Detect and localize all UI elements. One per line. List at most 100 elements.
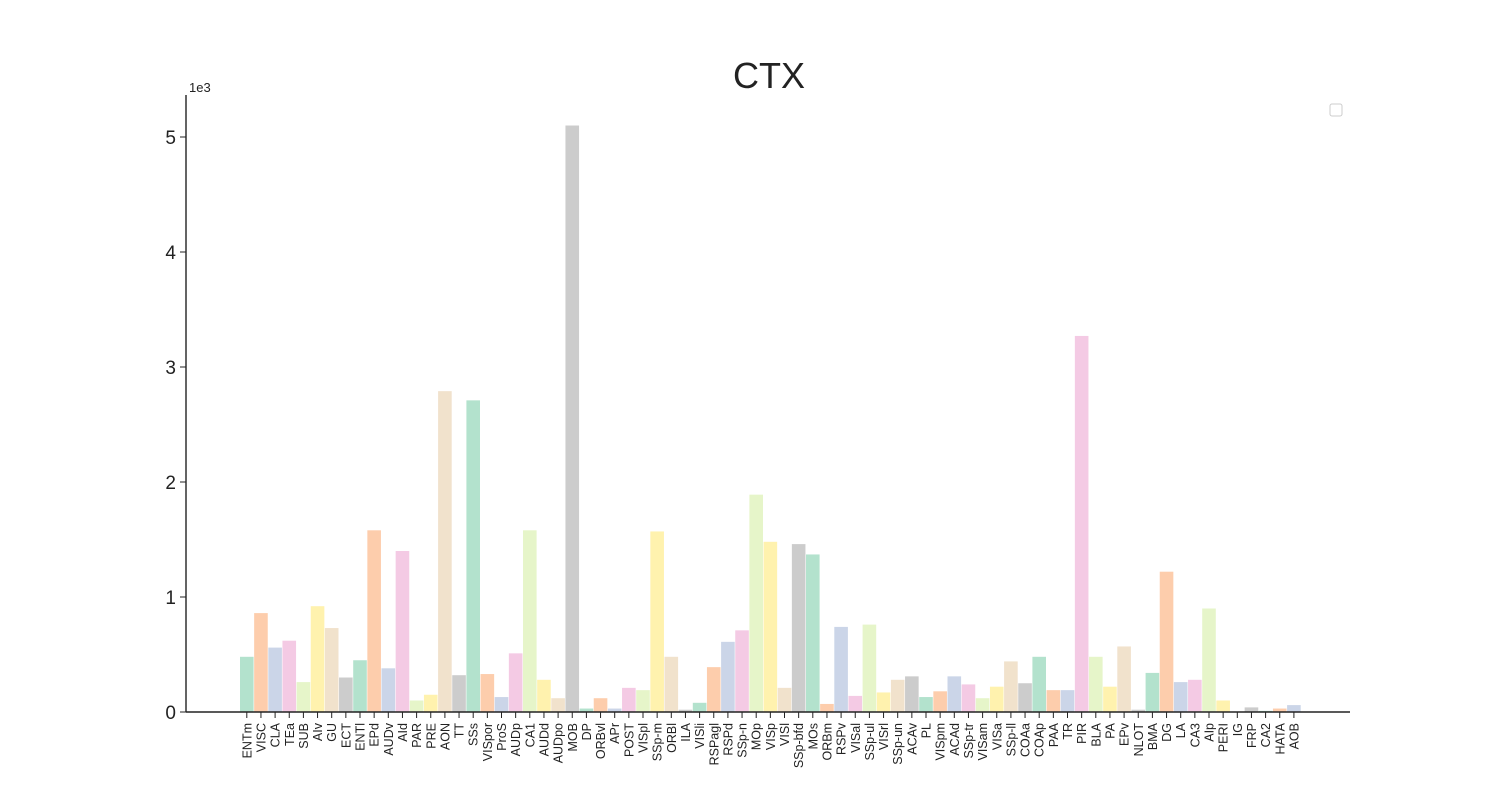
bar-APr: [607, 708, 622, 712]
x-tick-label: SSp-un: [891, 723, 905, 765]
x-tick-label: VISC: [254, 723, 268, 752]
y-tick-label: 1: [165, 588, 176, 609]
x-tick-label: ACAd: [948, 723, 962, 756]
bar-AON: [438, 391, 452, 712]
bar-VISal: [848, 695, 863, 712]
x-tick-label: GU: [325, 723, 339, 742]
x-tick-label: MOs: [806, 723, 820, 749]
x-tick-label: TT: [453, 723, 467, 739]
x-tick-label: SSs: [467, 723, 481, 746]
bar-CA3: [1188, 679, 1202, 712]
bar-SUB: [296, 682, 311, 712]
bar-EPd: [367, 530, 381, 712]
x-tick-label: AUDv: [382, 722, 396, 755]
x-tick-label: NLOT: [1132, 723, 1146, 757]
bar-RSPv: [834, 626, 848, 712]
bar-MOs: [806, 554, 820, 712]
x-tick-label: IG: [1231, 723, 1245, 736]
bar-ORBl: [664, 656, 679, 712]
x-tick-label: AOB: [1287, 723, 1301, 749]
x-tick-label: VISa: [990, 723, 1004, 750]
x-tick-label: CA3: [1188, 723, 1202, 747]
bar-AUDd: [537, 679, 551, 712]
x-tick-label: COAa: [1019, 723, 1033, 757]
x-tick-label: TR: [1061, 723, 1075, 740]
x-tick-label: EPd: [368, 723, 382, 747]
bar-BLA: [1089, 656, 1103, 712]
x-tick-label: ProS: [495, 723, 509, 751]
x-tick-label: BLA: [1089, 722, 1103, 746]
x-tick-label: HATA: [1273, 722, 1287, 754]
x-tick-label: ENTm: [240, 723, 254, 758]
x-tick-label: ILA: [679, 722, 693, 741]
x-tick-label: CA1: [523, 723, 537, 747]
bar-ACAv: [905, 676, 919, 712]
x-tick-label: FRP: [1245, 723, 1259, 748]
x-tick-label: PRE: [424, 723, 438, 749]
bar-SSp-n: [735, 630, 749, 712]
y-tick-label: 5: [165, 128, 176, 149]
x-tick-label: VISli: [693, 723, 707, 749]
x-tick-label: SSp-bfd: [792, 723, 806, 768]
x-tick-label: ENTl: [354, 723, 368, 751]
x-tick-label: MOB: [566, 723, 580, 751]
bar-PA: [1103, 686, 1117, 712]
x-tick-label: VISpm: [934, 723, 948, 761]
x-tick-label: DG: [1160, 723, 1174, 742]
bar-VISli: [692, 702, 707, 712]
bar-VISp: [763, 541, 778, 712]
x-tick-label: SSp-m: [651, 723, 665, 761]
x-tick-label: BMA: [1146, 722, 1160, 750]
bar-SSs: [466, 400, 480, 712]
x-tick-label: TEa: [283, 723, 297, 746]
x-tick-label: VISl: [778, 723, 792, 746]
x-tick-label: RSPv: [835, 722, 849, 755]
x-tick-label: SSp-ul: [863, 723, 877, 761]
bar-ENTl: [353, 660, 367, 712]
bar-SSp-bfd: [791, 544, 806, 712]
bar-LA: [1173, 682, 1188, 712]
legend-box: [1329, 103, 1343, 117]
bar-CA1: [523, 530, 537, 712]
x-tick-label: SUB: [297, 723, 311, 749]
x-tick-label: SSp-ll: [1004, 723, 1018, 756]
bar-AId: [395, 551, 410, 712]
x-tick-label: PA: [1103, 722, 1117, 738]
bar-AUDv: [381, 668, 396, 712]
bar-ENTm: [240, 656, 254, 712]
bar-ECT: [339, 677, 353, 712]
bar-SSp-ll: [1004, 661, 1018, 712]
x-tick-label: PIR: [1075, 723, 1089, 744]
chart-title: CTX: [733, 55, 805, 96]
bar-BMA: [1145, 672, 1160, 712]
bar-AUDp: [508, 653, 523, 712]
bar-AUDpo: [551, 698, 565, 712]
bar-RSPd: [721, 641, 735, 712]
bar-PAR: [409, 700, 424, 712]
x-tick-label: AIv: [311, 722, 325, 741]
x-tick-label: AON: [438, 723, 452, 750]
x-tick-label: ORBvl: [594, 723, 608, 759]
y-tick-label: 0: [165, 703, 176, 724]
x-tick-label: PERI: [1217, 723, 1231, 752]
x-tick-label: RSPagl: [707, 723, 721, 765]
bar-SSp-tr: [961, 684, 976, 712]
bar-AIv: [310, 606, 325, 712]
bar-ORBm: [820, 703, 834, 712]
bar-MOB: [565, 125, 580, 712]
y-axis: 0 1 2 3 4 5: [165, 95, 187, 724]
x-tick-label: APr: [608, 723, 622, 744]
x-tick-label: MOp: [750, 723, 764, 750]
bar-MOp: [749, 494, 763, 712]
y-tick-label: 4: [165, 243, 176, 264]
bar-COAa: [1018, 683, 1032, 712]
bar-GU: [324, 628, 339, 712]
bar-VISpor: [480, 674, 495, 712]
x-tick-label: SSp-tr: [962, 723, 976, 758]
x-tick-label: RSPd: [721, 723, 735, 756]
bar-TT: [452, 675, 466, 712]
y-tick-label: 2: [165, 473, 176, 494]
x-tick-label: VISp: [764, 723, 778, 750]
x-tick-label: VISam: [976, 723, 990, 761]
bar-VISrl: [876, 692, 891, 712]
